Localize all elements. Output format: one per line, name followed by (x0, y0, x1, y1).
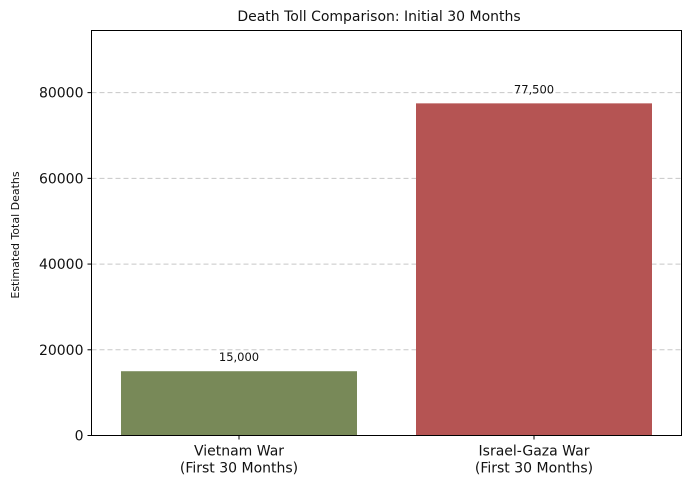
chart-title: Death Toll Comparison: Initial 30 Months (237, 9, 520, 25)
y-axis-ticks: 0 20000 40000 60000 80000 (39, 86, 92, 445)
bars (121, 103, 652, 436)
data-label: 77,500 (514, 82, 554, 96)
bar (416, 103, 652, 436)
y-axis-label: Estimated Total Deaths (9, 171, 22, 299)
x-axis-ticks: Vietnam War(First 30 Months)Israel-Gaza … (180, 435, 593, 477)
data-labels: 15,000 77,500 (219, 82, 554, 364)
data-label: 15,000 (219, 350, 259, 364)
x-tick-label: Israel-Gaza War (479, 444, 590, 460)
y-tick-label: 0 (75, 429, 84, 445)
x-tick-label: Vietnam War (194, 444, 284, 460)
y-tick-label: 60000 (39, 171, 84, 187)
y-tick-label: 80000 (39, 86, 84, 102)
y-tick-label: 20000 (39, 343, 84, 359)
bar (121, 371, 357, 436)
x-tick-label: (First 30 Months) (180, 461, 298, 477)
plot-frame (91, 30, 682, 436)
x-tick-label: (First 30 Months) (475, 461, 593, 477)
y-tick-label: 40000 (39, 257, 84, 273)
